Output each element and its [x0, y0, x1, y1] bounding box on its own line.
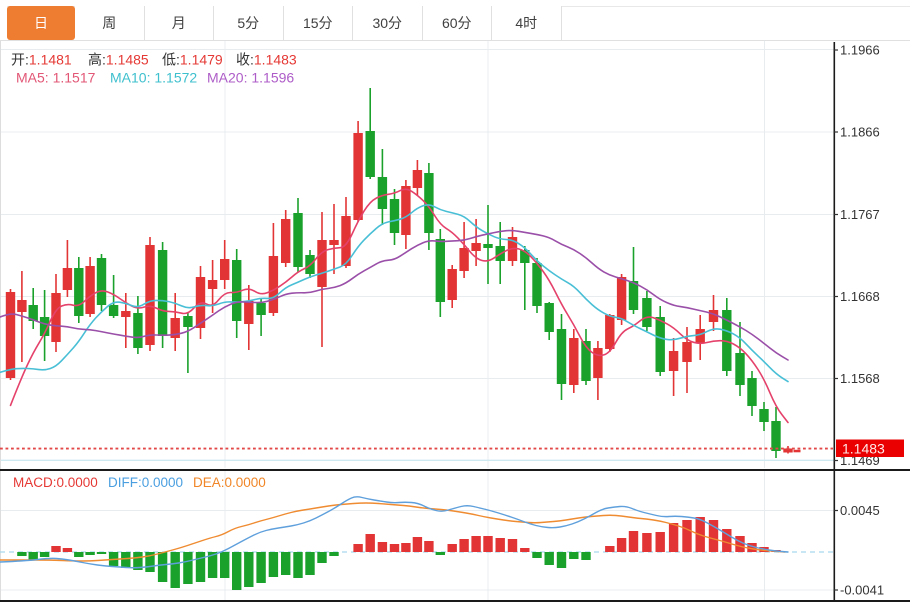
svg-text:MACD:0.0000: MACD:0.0000 [13, 475, 98, 490]
svg-text:0.0045: 0.0045 [840, 503, 880, 518]
svg-text:1.1568: 1.1568 [840, 371, 880, 386]
svg-text:1.1668: 1.1668 [840, 289, 880, 304]
svg-text:MA10: 1.1572: MA10: 1.1572 [110, 70, 197, 86]
svg-text:1.1866: 1.1866 [840, 125, 880, 140]
svg-text:DIFF:0.0000: DIFF:0.0000 [108, 475, 183, 490]
svg-text:1.1767: 1.1767 [840, 207, 880, 222]
svg-text:1.1966: 1.1966 [840, 43, 880, 58]
svg-text:DEA:0.0000: DEA:0.0000 [193, 475, 266, 490]
svg-text:收:1.1483: 收:1.1483 [236, 52, 297, 68]
svg-text:高:1.1485: 高:1.1485 [88, 52, 149, 68]
svg-text:开:1.1481: 开:1.1481 [11, 52, 72, 68]
svg-text:MA5: 1.1517: MA5: 1.1517 [16, 70, 96, 86]
svg-text:低:1.1479: 低:1.1479 [162, 52, 223, 68]
svg-text:-0.0041: -0.0041 [840, 583, 884, 598]
svg-text:1.1483: 1.1483 [842, 441, 885, 457]
svg-text:MA20: 1.1596: MA20: 1.1596 [207, 70, 294, 86]
